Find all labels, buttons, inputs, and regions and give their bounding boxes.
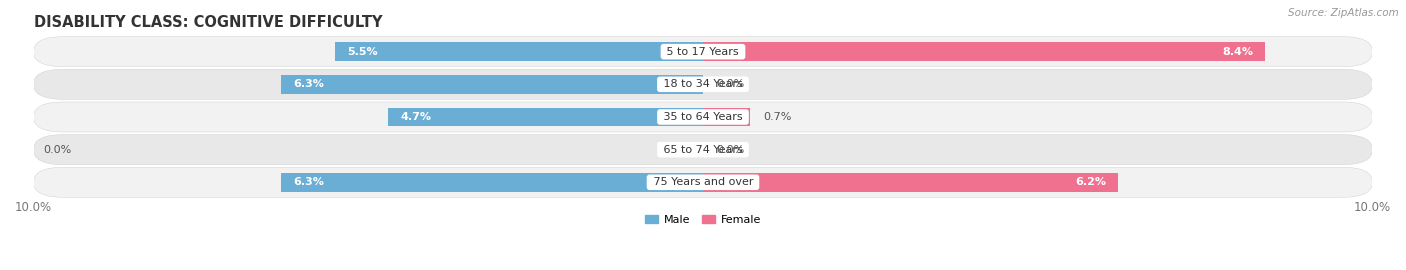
Bar — [335, 42, 703, 61]
Text: 8.4%: 8.4% — [1222, 47, 1253, 57]
FancyBboxPatch shape — [34, 135, 1372, 165]
Text: 4.7%: 4.7% — [401, 112, 432, 122]
Text: 5 to 17 Years: 5 to 17 Years — [664, 47, 742, 57]
Text: 0.0%: 0.0% — [717, 79, 745, 89]
Text: 6.2%: 6.2% — [1076, 177, 1107, 187]
Bar — [281, 173, 703, 192]
Text: DISABILITY CLASS: COGNITIVE DIFFICULTY: DISABILITY CLASS: COGNITIVE DIFFICULTY — [34, 15, 382, 30]
Text: 0.0%: 0.0% — [717, 145, 745, 155]
FancyBboxPatch shape — [34, 167, 1372, 197]
Legend: Male, Female: Male, Female — [641, 210, 765, 229]
Text: 0.7%: 0.7% — [763, 112, 792, 122]
Bar — [388, 107, 703, 126]
Text: 0.0%: 0.0% — [44, 145, 72, 155]
FancyBboxPatch shape — [34, 102, 1372, 132]
Bar — [703, 42, 1265, 61]
FancyBboxPatch shape — [34, 69, 1372, 99]
Text: 35 to 64 Years: 35 to 64 Years — [659, 112, 747, 122]
Text: 6.3%: 6.3% — [294, 79, 325, 89]
Text: 75 Years and over: 75 Years and over — [650, 177, 756, 187]
Text: 18 to 34 Years: 18 to 34 Years — [659, 79, 747, 89]
Bar — [281, 75, 703, 94]
Text: 6.3%: 6.3% — [294, 177, 325, 187]
Bar — [703, 107, 749, 126]
Text: 5.5%: 5.5% — [347, 47, 377, 57]
Bar — [703, 173, 1118, 192]
Text: Source: ZipAtlas.com: Source: ZipAtlas.com — [1288, 8, 1399, 18]
FancyBboxPatch shape — [34, 37, 1372, 67]
Text: 65 to 74 Years: 65 to 74 Years — [659, 145, 747, 155]
